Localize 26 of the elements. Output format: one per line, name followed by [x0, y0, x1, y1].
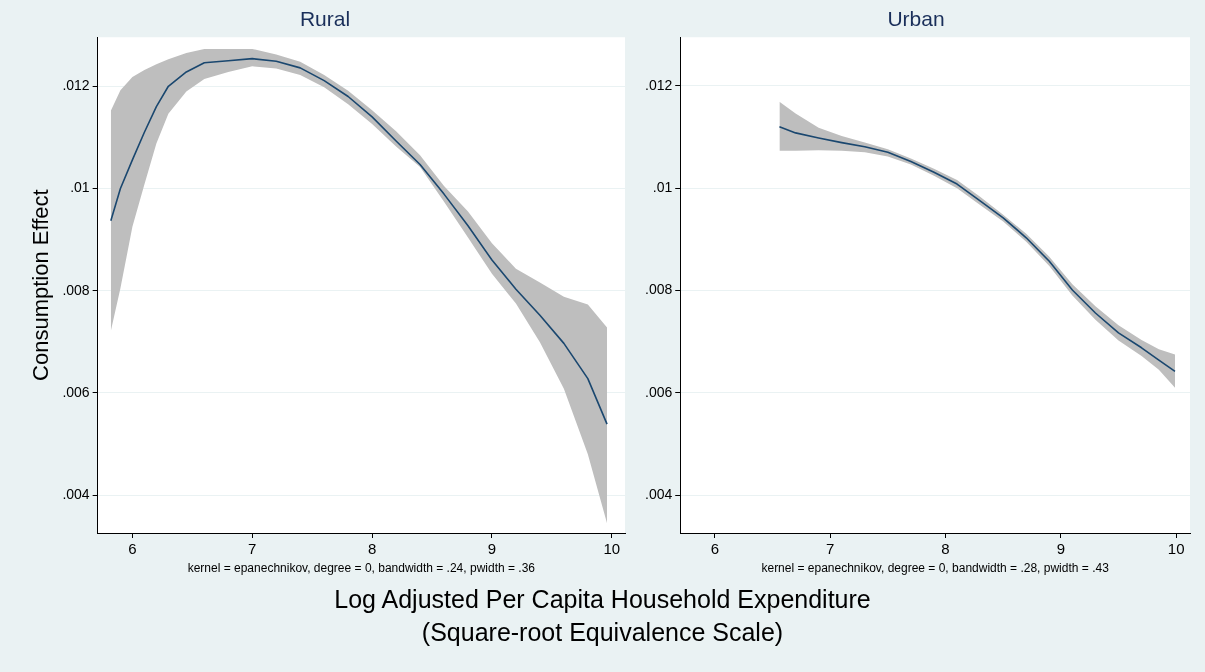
y-tick-label: .008 — [645, 281, 673, 298]
y-tick-label: .01 — [70, 179, 90, 196]
x-tick-label: 6 — [128, 540, 137, 558]
x-tick-label: 10 — [1167, 540, 1185, 558]
x-tick-label: 6 — [710, 540, 720, 558]
x-tick-label: 9 — [487, 540, 497, 558]
x-tick-label: 9 — [1056, 540, 1065, 558]
y-tick-label: .004 — [62, 486, 90, 503]
y-tick-label: .004 — [645, 486, 673, 502]
x-tick-label: 7 — [248, 540, 257, 558]
chart-title: Urban — [887, 7, 945, 31]
y-tick-label: .012 — [62, 77, 90, 94]
chart-title: Rural — [299, 7, 351, 31]
x-tick-label: 8 — [367, 540, 377, 558]
y-tick-label: .012 — [645, 76, 673, 93]
y-tick-label: .006 — [645, 383, 673, 400]
text: kernel = epanechnikov, degree = 0, bandwidth = .24, pwidth = .36 — [187, 561, 536, 576]
y-tick-label: .006 — [62, 383, 90, 400]
text: kernel = epanechnikov, degree = 0, bandwidth = .28, pwidth = .43 — [761, 561, 1110, 576]
y-tick-label: .01 — [652, 179, 673, 195]
x-tick-label: 10 — [603, 540, 621, 558]
x-tick-label: 8 — [941, 540, 950, 558]
y-axis-title: Consumption Effect — [28, 189, 54, 381]
x-axis-title: Log Adjusted Per Capita Household Expenditure (Square-root Equivalence Scale) — [333, 584, 872, 648]
x-tick-label: 7 — [826, 540, 835, 558]
y-tick-label: .008 — [62, 281, 90, 298]
